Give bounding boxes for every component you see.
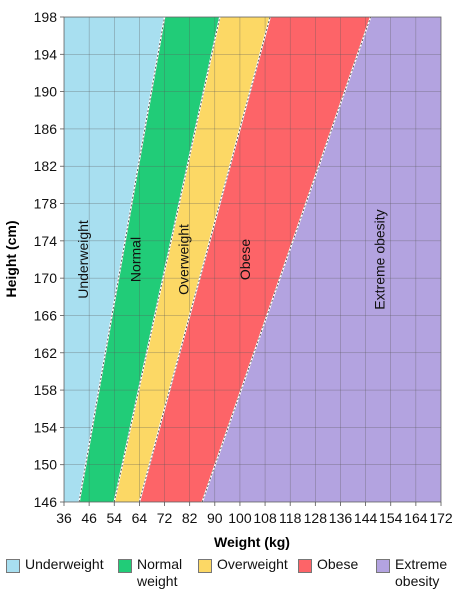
band-extreme-obesity — [202, 17, 441, 502]
band-label-obese: Obese — [237, 239, 253, 280]
legend-swatch-extreme-obesity — [376, 559, 390, 573]
legend-item-overweight: Overweight — [198, 556, 288, 573]
y-tick-label: 178 — [34, 196, 58, 212]
band-label-underweight: Underweight — [75, 220, 91, 299]
band-overweight — [114, 17, 271, 502]
boundary-line-dash — [201, 17, 372, 502]
boundary-lines — [78, 17, 372, 502]
legend-swatch-underweight — [6, 559, 20, 573]
y-tick-label: 158 — [34, 382, 58, 398]
x-tick-label: 64 — [132, 510, 148, 526]
legend-swatch-obese — [298, 559, 312, 573]
y-tick-label: 154 — [34, 419, 58, 435]
legend-item-normal: Normal weight — [118, 556, 182, 590]
legend-item-obese: Obese — [298, 556, 358, 573]
x-tick-label: 82 — [182, 510, 198, 526]
legend-label-normal: Normal weight — [137, 556, 183, 589]
boundary-line — [138, 17, 271, 502]
y-tick-label: 194 — [34, 46, 58, 62]
x-tick-label: 72 — [157, 510, 173, 526]
band-label-extreme-obesity: Extreme obesity — [371, 209, 387, 309]
plot-frame — [63, 16, 442, 503]
x-tick-label: 118 — [279, 510, 302, 526]
x-axis-ticks: 36 46 54 64 72 82 90 100 108 118 128 136 144 154 164 17… — [56, 502, 453, 526]
y-axis-ticks: 146 150 154 158 162 166 170 174 178 182 186 190 194 1… — [34, 9, 64, 510]
legend-swatch-overweight — [198, 559, 212, 573]
grid-lines — [64, 17, 441, 502]
legend-label-overweight: Overweight — [217, 556, 288, 572]
band-label-normal: Normal — [128, 237, 144, 282]
y-tick-label: 182 — [34, 158, 58, 174]
legend-item-extreme-obesity: Extreme obesity — [376, 556, 447, 590]
band-label-overweight: Overweight — [175, 224, 191, 295]
x-tick-label: 136 — [329, 510, 353, 526]
legend: Underweight Normal weight Overweight Obe… — [6, 556, 454, 596]
y-tick-label: 174 — [34, 233, 58, 249]
x-tick-label: 54 — [106, 510, 122, 526]
y-tick-label: 186 — [34, 121, 58, 137]
y-tick-label: 146 — [34, 494, 58, 510]
x-tick-label: 172 — [429, 510, 453, 526]
x-tick-label: 46 — [81, 510, 97, 526]
x-axis-title: Weight (kg) — [214, 534, 290, 550]
legend-label-extreme-obesity: Extreme obesity — [395, 556, 448, 589]
boundary-line-dash — [113, 17, 221, 502]
x-tick-label: 144 — [354, 510, 378, 526]
band-labels: Underweight Normal Overweight Obese Extreme … — [75, 209, 388, 309]
x-tick-label: 154 — [379, 510, 403, 526]
y-tick-label: 162 — [34, 345, 58, 361]
band-obese — [139, 17, 371, 502]
y-tick-label: 166 — [34, 307, 58, 323]
legend-item-underweight: Underweight — [6, 556, 104, 573]
bmi-chart: Underweight Normal Overweight Obese Extreme … — [3, 9, 453, 550]
legend-swatch-normal — [118, 559, 132, 573]
x-tick-label: 164 — [404, 510, 428, 526]
legend-label-obese: Obese — [317, 556, 359, 572]
y-axis-title: Height (cm) — [3, 221, 19, 298]
x-tick-label: 108 — [253, 510, 277, 526]
x-tick-label: 100 — [228, 510, 252, 526]
legend-label-underweight: Underweight — [25, 556, 104, 572]
x-tick-label: 90 — [207, 510, 223, 526]
x-tick-label: 36 — [56, 510, 72, 526]
y-tick-label: 190 — [34, 84, 58, 100]
y-tick-label: 198 — [34, 9, 58, 25]
y-tick-label: 150 — [34, 457, 58, 473]
x-tick-label: 128 — [304, 510, 328, 526]
y-tick-label: 170 — [34, 270, 58, 286]
boundary-line — [78, 17, 166, 502]
